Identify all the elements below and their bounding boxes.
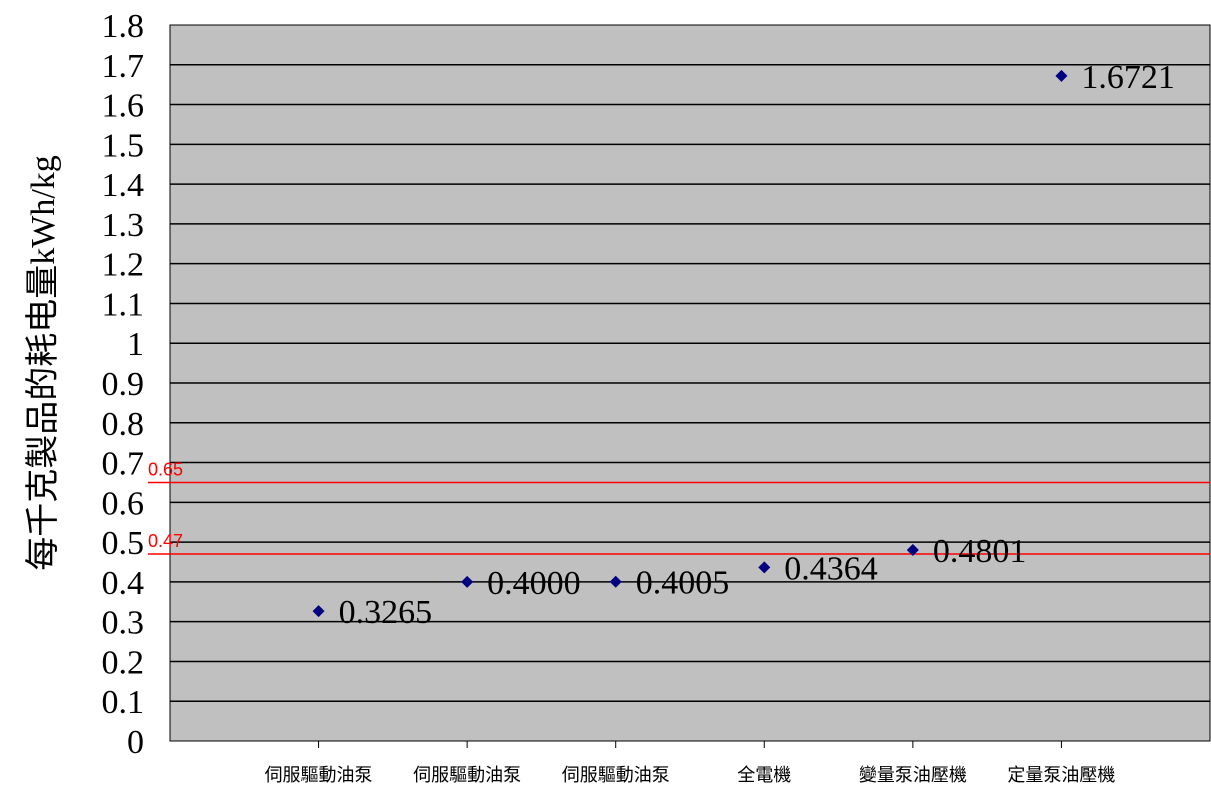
y-tick-label: 1.3 bbox=[102, 207, 145, 244]
reference-line-label: 0.65 bbox=[148, 459, 183, 479]
data-label: 0.4364 bbox=[784, 550, 878, 587]
y-tick-label: 1 bbox=[127, 326, 144, 363]
y-tick-label: 0.7 bbox=[102, 446, 145, 483]
y-tick-label: 1.6 bbox=[102, 88, 145, 125]
data-point bbox=[461, 575, 474, 588]
y-tick-label: 0.3 bbox=[102, 605, 145, 642]
data-label: 0.4801 bbox=[933, 533, 1027, 570]
x-category-label: 伺服驅動油泵 bbox=[265, 765, 373, 786]
data-points: 0.3265 0.4000 0.4005 0.4364 0.4801 1.6721 bbox=[312, 59, 1175, 631]
y-tick-label: 0.1 bbox=[102, 684, 145, 721]
x-category-label: 伺服驅動油泵 bbox=[413, 765, 521, 786]
data-point bbox=[609, 575, 622, 588]
y-tick-label: 0.2 bbox=[102, 644, 145, 681]
x-category-label: 定量泵油壓機 bbox=[1007, 765, 1115, 786]
reference-lines: 0.65 0.47 bbox=[148, 459, 1210, 555]
y-tick-label: 1.5 bbox=[102, 127, 145, 164]
data-point bbox=[758, 561, 771, 574]
x-axis-ticks: 伺服驅動油泵 伺服驅動油泵 伺服驅動油泵 全電機 變量泵油壓機 定量泵油壓機 bbox=[265, 741, 1115, 786]
x-category-label: 全電機 bbox=[737, 765, 791, 786]
y-tick-label: 1.7 bbox=[102, 48, 145, 85]
y-tick-label: 0.5 bbox=[102, 525, 145, 562]
y-tick-label: 0.6 bbox=[102, 485, 145, 522]
data-point bbox=[906, 544, 919, 557]
grid-lines bbox=[170, 64, 1210, 702]
y-tick-label: 0.9 bbox=[102, 366, 145, 403]
y-tick-label: 1.4 bbox=[102, 167, 145, 204]
y-tick-label: 1.8 bbox=[102, 8, 145, 45]
y-tick-label: 1.2 bbox=[102, 247, 145, 284]
reference-line-label: 0.47 bbox=[148, 531, 183, 551]
y-axis-title: 每千克製品的耗电量kWh/kg bbox=[24, 155, 62, 571]
y-tick-label: 0 bbox=[127, 724, 144, 761]
data-label: 0.4005 bbox=[636, 565, 730, 602]
data-point bbox=[312, 605, 325, 618]
data-point bbox=[1055, 69, 1068, 82]
data-label: 1.6721 bbox=[1081, 59, 1175, 96]
y-tick-label: 0.4 bbox=[102, 565, 145, 602]
y-tick-label: 1.1 bbox=[102, 286, 145, 323]
x-category-label: 變量泵油壓機 bbox=[859, 765, 967, 786]
x-category-label: 伺服驅動油泵 bbox=[562, 765, 670, 786]
data-label: 0.4000 bbox=[487, 565, 580, 602]
y-tick-label: 0.8 bbox=[102, 406, 145, 443]
data-label: 0.3265 bbox=[339, 594, 433, 631]
y-axis-ticks: 00.10.20.30.40.50.60.70.80.911.11.21.31.… bbox=[102, 8, 145, 761]
